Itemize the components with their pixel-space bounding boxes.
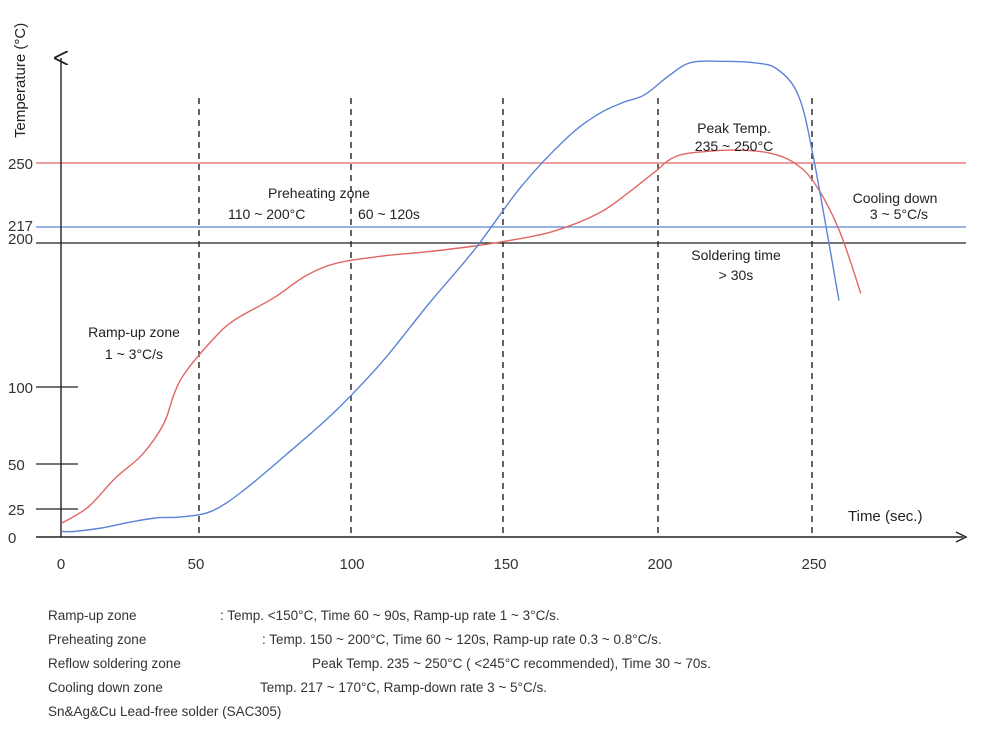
note-row-cooling: Cooling down zone Temp. 217 ~ 170°C, Ram… <box>48 676 948 700</box>
y-tick-label: 50 <box>8 457 25 474</box>
x-tick-label: 250 <box>801 556 826 573</box>
note-label: Preheating zone <box>48 632 147 647</box>
y-axis-label: Temperature (°C) <box>12 23 29 138</box>
x-tick-label: 50 <box>188 556 205 573</box>
note-detail: : Temp. 150 ~ 200°C, Time 60 ~ 120s, Ram… <box>262 632 662 647</box>
series-line-blue <box>60 60 840 533</box>
note-row-preheat: Preheating zone : Temp. 150 ~ 200°C, Tim… <box>48 628 948 652</box>
x-axis-arrow-icon <box>955 531 968 543</box>
y-tick-label: 25 <box>8 502 25 519</box>
cooling-rate: 3 ~ 5°C/s <box>870 206 928 222</box>
note-label: Reflow soldering zone <box>48 656 181 671</box>
rampup-rate: 1 ~ 3°C/s <box>105 346 163 362</box>
profile-notes: Ramp-up zone : Temp. <150°C, Time 60 ~ 9… <box>48 604 948 724</box>
series-line-red <box>60 149 862 525</box>
zone-boundary-lines <box>198 98 813 537</box>
preheat-time: 60 ~ 120s <box>358 206 420 222</box>
cooling-title: Cooling down <box>853 190 938 206</box>
note-label: Sn&Ag&Cu Lead-free solder (SAC305) <box>48 704 282 719</box>
x-axis-label: Time (sec.) <box>848 508 922 525</box>
soldering-time: > 30s <box>719 267 754 283</box>
y-tick-label: 200 <box>8 231 33 248</box>
preheat-title: Preheating zone <box>268 185 370 201</box>
x-tick-label: 200 <box>647 556 672 573</box>
note-detail: : Temp. <150°C, Time 60 ~ 90s, Ramp-up r… <box>220 608 560 623</box>
note-row-solder: Sn&Ag&Cu Lead-free solder (SAC305) <box>48 700 948 724</box>
x-tick-label: 150 <box>493 556 518 573</box>
note-row-reflow: Reflow soldering zone Peak Temp. 235 ~ 2… <box>48 652 948 676</box>
note-row-rampup: Ramp-up zone : Temp. <150°C, Time 60 ~ 9… <box>48 604 948 628</box>
preheat-temp: 110 ~ 200°C <box>228 206 305 222</box>
x-tick-label: 0 <box>57 556 65 573</box>
note-label: Ramp-up zone <box>48 608 137 623</box>
y-tick-label: 217 <box>8 218 33 235</box>
peak-temp-label: Peak Temp. <box>697 120 771 136</box>
soldering-title: Soldering time <box>691 247 781 263</box>
rampup-title: Ramp-up zone <box>88 324 180 340</box>
note-detail: Temp. 217 ~ 170°C, Ramp-down rate 3 ~ 5°… <box>260 680 547 695</box>
note-detail: Peak Temp. 235 ~ 250°C ( <245°C recommen… <box>312 656 711 671</box>
y-tick-label: 0 <box>8 530 16 547</box>
x-ticks: 0 50 100 150 200 250 <box>57 556 827 573</box>
y-tick-label: 250 <box>8 156 33 173</box>
note-label: Cooling down zone <box>48 680 163 695</box>
x-tick-label: 100 <box>339 556 364 573</box>
peak-temp-range: 235 ~ 250°C <box>695 138 773 154</box>
y-tick-label: 100 <box>8 380 33 397</box>
